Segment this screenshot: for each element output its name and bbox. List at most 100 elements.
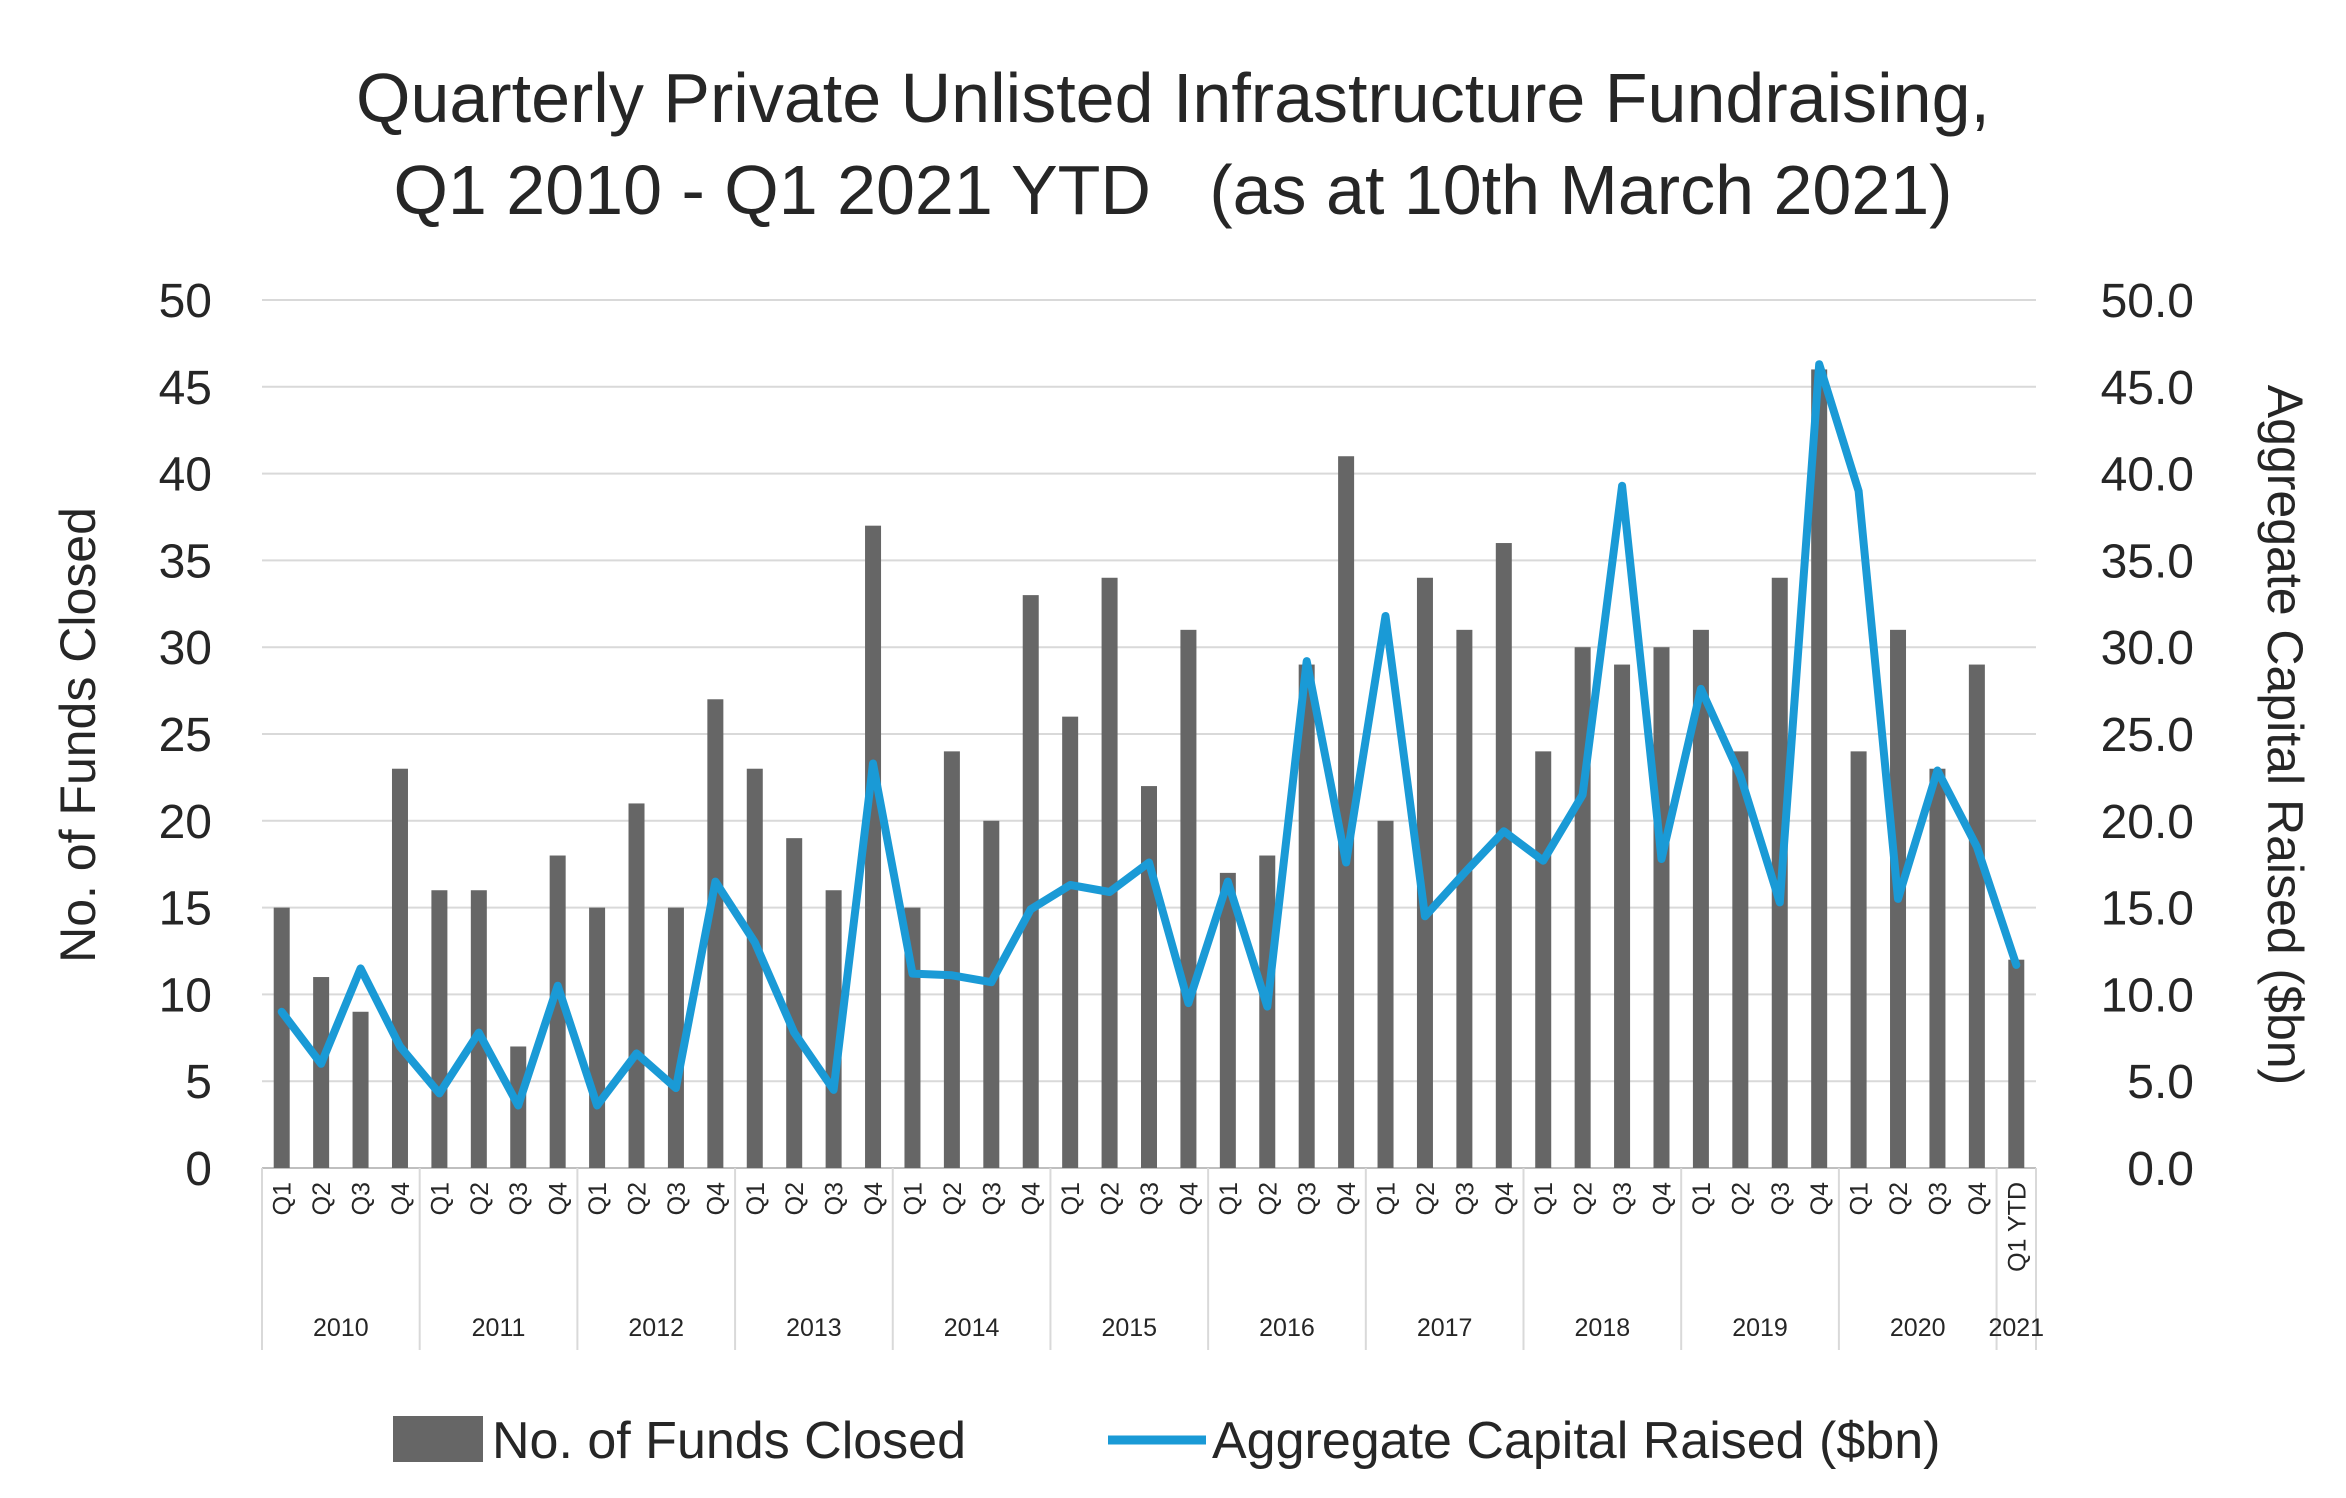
y-axis-right-title: Aggregate Capital Raised ($bn) [2257,385,2313,1085]
x-quarter-label: Q3 [1451,1182,1479,1215]
y-right-tick-label: 45.0 [2101,362,2194,415]
bar [2008,959,2025,1168]
x-year-label: 2014 [944,1314,1000,1342]
y-left-tick-label: 35 [159,535,212,588]
x-quarter-label: Q1 [742,1182,770,1215]
x-quarter-label: Q1 [1530,1182,1558,1215]
x-quarter-label: Q1 [269,1182,297,1215]
x-year-label: 2010 [313,1314,369,1342]
x-quarter-label: Q3 [348,1182,376,1215]
bar [746,768,763,1168]
bar [1811,369,1828,1168]
chart-title-line-1: Quarterly Private Unlisted Infrastructur… [356,59,1990,137]
x-quarter-label: Q4 [1018,1182,1046,1215]
y-right-tick-label: 0.0 [2127,1143,2194,1196]
y-left-tick-label: 5 [185,1056,212,1109]
bar [1416,577,1433,1168]
bar [1062,716,1079,1168]
y-right-tick-label: 30.0 [2101,622,2194,675]
bar [1732,751,1749,1168]
x-year-label: 2013 [786,1314,842,1342]
x-quarter-label: Q2 [781,1182,809,1215]
y-right-tick-label: 40.0 [2101,449,2194,502]
bar [391,768,408,1168]
x-year-label: 2019 [1732,1314,1788,1342]
x-axis: Q1 Q2 Q3 Q4 Q1 Q2 Q3 Q4 Q1 Q2 Q3 Q4 Q1 Q2 Q3 Q4 Q1 Q2 Q3 Q4… [261,1168,2044,1350]
x-quarter-label: Q3 [1136,1182,1164,1215]
legend-swatch-funds [393,1416,483,1462]
y-left-tick-label: 0 [185,1143,212,1196]
y-left-tick-label: 40 [159,449,212,502]
bar [943,751,960,1168]
bar [313,977,330,1168]
bar [1101,577,1118,1168]
x-quarter-label: Q2 [939,1182,967,1215]
x-quarter-label: Q3 [821,1182,849,1215]
bar [825,890,842,1168]
x-quarter-label: Q1 [1846,1182,1874,1215]
bar [667,907,684,1168]
bar [865,525,882,1168]
right-axis-ticks: 0.0 5.0 10.0 15.0 20.0 25.0 30.0 35.0 40.0 45.0 50… [2101,275,2194,1196]
legend-label-capital: Aggregate Capital Raised ($bn) [1212,1412,1940,1470]
bar [1456,629,1473,1168]
y-right-tick-label: 15.0 [2101,883,2194,936]
x-quarter-label: Q2 [1885,1182,1913,1215]
x-year-label: 2021 [1988,1314,2044,1342]
x-year-label: 2012 [628,1314,684,1342]
x-quarter-label: Q2 [624,1182,652,1215]
x-quarter-label: Q4 [1333,1182,1361,1215]
x-quarter-label: Q4 [860,1182,888,1215]
x-quarter-label: Q2 [466,1182,494,1215]
bar [589,907,606,1168]
bar [707,699,724,1168]
x-quarter-label: Q4 [1648,1182,1676,1215]
bar [786,838,803,1168]
x-quarter-label: Q3 [978,1182,1006,1215]
bar [1495,543,1512,1168]
x-year-label: 2011 [472,1314,526,1342]
bar [431,890,448,1168]
x-quarter-label: Q2 [1254,1182,1282,1215]
bar [1219,872,1236,1168]
legend-label-funds: No. of Funds Closed [492,1412,966,1470]
x-quarter-label: Q4 [1806,1182,1834,1215]
y-right-tick-label: 10.0 [2101,969,2194,1022]
bar [1968,664,1985,1168]
x-quarter-label: Q1 YTD [2003,1182,2031,1272]
bar [1141,786,1157,1168]
x-quarter-label: Q4 [1964,1182,1992,1215]
x-quarter-label: Q3 [1609,1182,1637,1215]
x-quarter-label: Q1 [426,1182,454,1215]
y-left-tick-label: 50 [159,275,212,328]
x-year-label: 2017 [1417,1314,1473,1342]
x-quarter-label: Q4 [545,1182,573,1215]
bar [1929,768,1946,1168]
y-right-tick-label: 5.0 [2127,1056,2194,1109]
bar [549,855,566,1168]
x-quarter-label: Q4 [1491,1182,1519,1215]
legend: No. of Funds Closed Aggregate Capital Ra… [393,1412,1940,1470]
x-quarter-label: Q3 [505,1182,533,1215]
bar [352,1011,369,1168]
bar [1653,647,1670,1168]
y-left-tick-label: 20 [159,796,212,849]
bar [1022,595,1039,1168]
x-quarter-label: Q1 [584,1182,612,1215]
y-left-tick-label: 25 [159,709,212,762]
bar [1535,751,1552,1168]
x-quarter-label: Q4 [387,1182,415,1215]
bar [1259,855,1276,1168]
bar [1298,664,1315,1168]
x-quarter-label: Q2 [1727,1182,1755,1215]
y-axis-left-title: No. of Funds Closed [50,507,106,963]
bar [983,820,1000,1168]
y-right-tick-label: 50.0 [2101,275,2194,328]
x-quarter-label: Q1 [1373,1182,1401,1215]
x-quarter-label: Q1 [899,1182,927,1215]
y-right-tick-label: 25.0 [2101,709,2194,762]
x-quarter-label: Q2 [308,1182,336,1215]
x-quarter-label: Q2 [1412,1182,1440,1215]
chart-title: Quarterly Private Unlisted Infrastructur… [0,52,2346,236]
